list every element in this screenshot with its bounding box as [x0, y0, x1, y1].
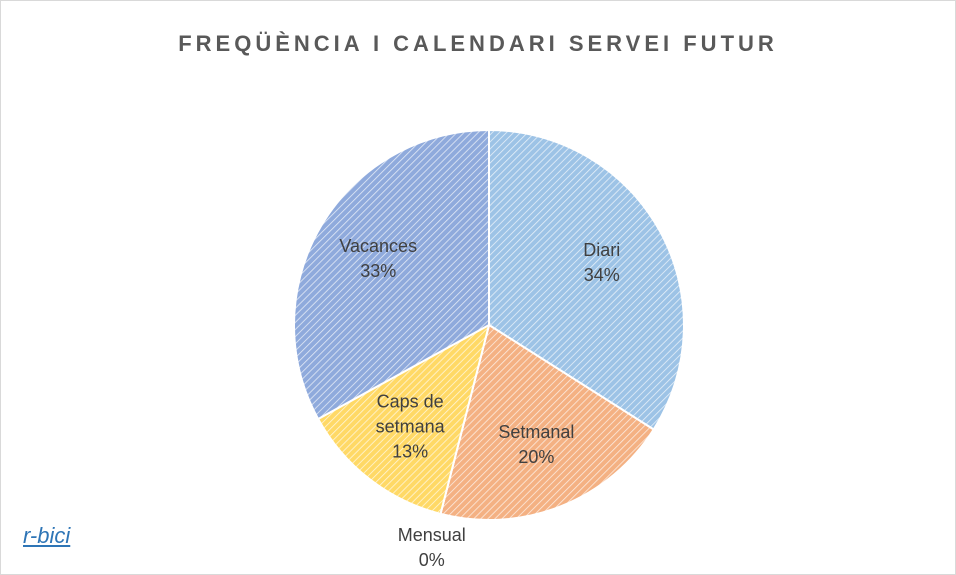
pie-slice	[316, 323, 491, 516]
category-label: Setmanal	[498, 421, 575, 442]
logo: r-bici	[23, 523, 71, 548]
data-label: Setmanal 20%	[481, 420, 591, 470]
pie-slice	[293, 128, 490, 421]
category-label: Vacances	[339, 236, 418, 257]
data-label: Vacances 33%	[323, 234, 433, 284]
value-label: 34%	[583, 264, 620, 285]
value-label: 33%	[360, 261, 397, 282]
category-label: Diari	[583, 239, 621, 260]
pie-slice	[488, 128, 685, 431]
category-label: Caps de setmana	[375, 391, 445, 437]
value-label: 20%	[518, 446, 555, 467]
pie-slice	[439, 323, 656, 521]
value-label: 0%	[418, 549, 445, 570]
data-label: Mensual 0%	[377, 523, 487, 573]
data-label: Diari 34%	[547, 238, 657, 288]
category-label: Mensual	[397, 524, 466, 545]
chart-title: FREQÜÈNCIA I CALENDARI SERVEI FUTUR	[178, 31, 778, 56]
value-label: 13%	[392, 441, 429, 462]
data-label: Caps de setmana 13%	[355, 389, 465, 464]
